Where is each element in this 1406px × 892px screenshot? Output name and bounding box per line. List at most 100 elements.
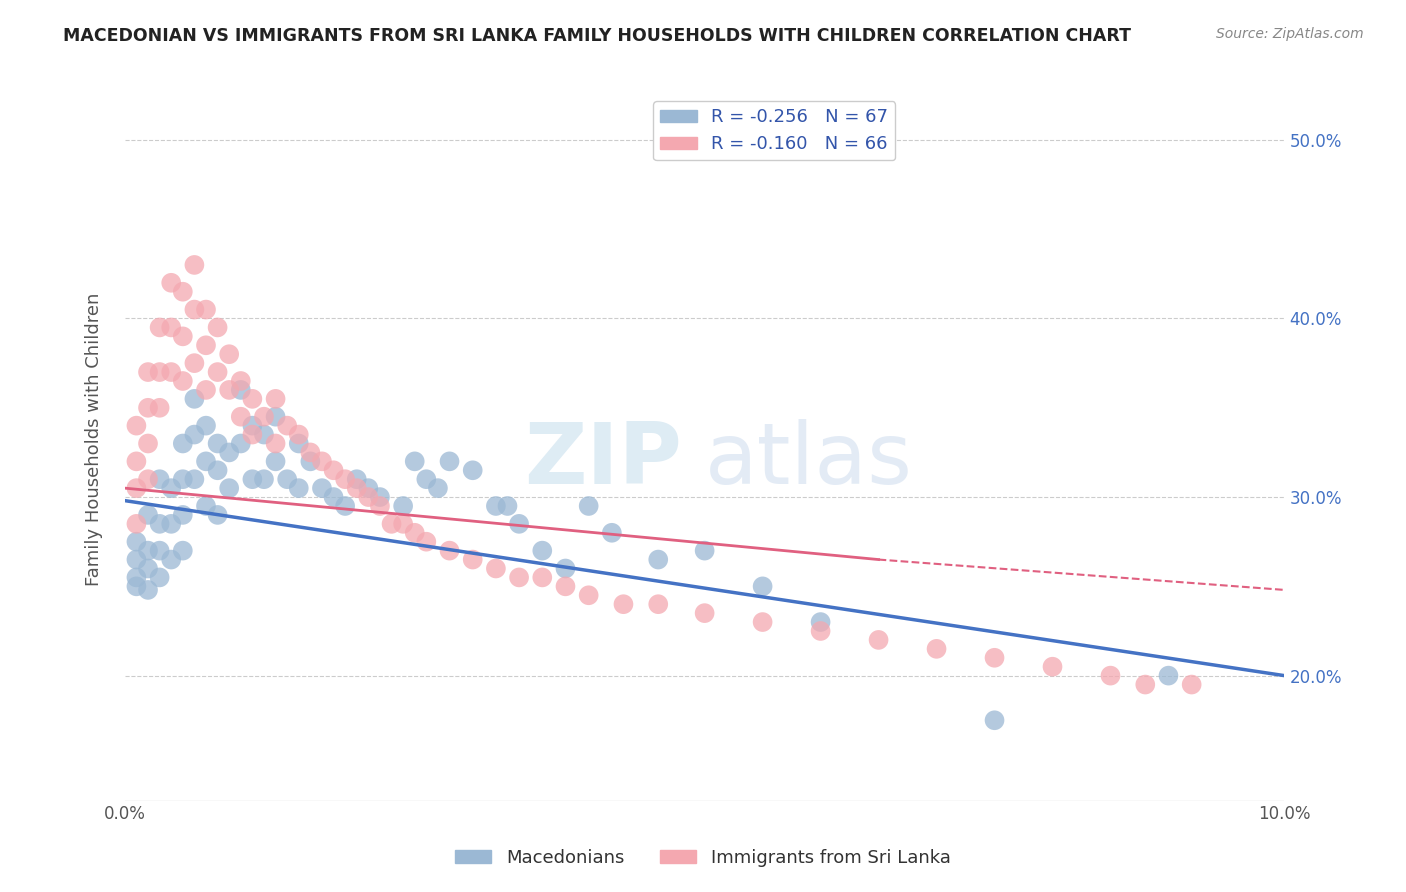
Point: [195, 302, 218, 317]
Point: [136, 365, 159, 379]
Point: [264, 454, 287, 468]
Point: [415, 534, 437, 549]
Point: [207, 320, 229, 334]
Point: [311, 454, 333, 468]
Point: [172, 285, 194, 299]
Point: [125, 579, 148, 593]
Point: [810, 615, 832, 629]
Point: [751, 579, 773, 593]
Point: [229, 436, 252, 450]
Point: [925, 641, 948, 656]
Point: [207, 463, 229, 477]
Point: [183, 472, 205, 486]
Point: [172, 329, 194, 343]
Point: [218, 383, 240, 397]
Point: [554, 579, 576, 593]
Point: [229, 409, 252, 424]
Point: [531, 543, 554, 558]
Point: [229, 374, 252, 388]
Point: [195, 499, 218, 513]
Point: [333, 472, 356, 486]
Point: [287, 436, 309, 450]
Point: [136, 436, 159, 450]
Point: [195, 418, 218, 433]
Point: [125, 454, 148, 468]
Point: [242, 427, 264, 442]
Point: [554, 561, 576, 575]
Point: [172, 472, 194, 486]
Point: [136, 543, 159, 558]
Point: [1042, 659, 1064, 673]
Point: [647, 597, 669, 611]
Point: [1135, 677, 1157, 691]
Point: [333, 499, 356, 513]
Point: [751, 615, 773, 629]
Point: [195, 338, 218, 352]
Point: [983, 650, 1005, 665]
Point: [346, 481, 368, 495]
Text: atlas: atlas: [704, 419, 912, 502]
Point: [125, 552, 148, 566]
Point: [264, 436, 287, 450]
Point: [136, 401, 159, 415]
Point: [508, 516, 530, 531]
Point: [346, 472, 368, 486]
Point: [496, 499, 519, 513]
Point: [1181, 677, 1204, 691]
Point: [125, 534, 148, 549]
Point: [172, 374, 194, 388]
Legend: Macedonians, Immigrants from Sri Lanka: Macedonians, Immigrants from Sri Lanka: [449, 842, 957, 874]
Point: [149, 570, 172, 584]
Point: [172, 508, 194, 522]
Point: [242, 472, 264, 486]
Point: [810, 624, 832, 638]
Point: [404, 454, 426, 468]
Point: [136, 561, 159, 575]
Text: Source: ZipAtlas.com: Source: ZipAtlas.com: [1216, 27, 1364, 41]
Point: [264, 392, 287, 406]
Point: [578, 588, 600, 602]
Point: [264, 409, 287, 424]
Point: [183, 427, 205, 442]
Point: [1099, 668, 1122, 682]
Point: [612, 597, 634, 611]
Point: [380, 516, 402, 531]
Point: [149, 320, 172, 334]
Point: [600, 525, 623, 540]
Point: [531, 570, 554, 584]
Point: [368, 490, 391, 504]
Point: [160, 320, 183, 334]
Point: [357, 490, 380, 504]
Point: [125, 570, 148, 584]
Point: [276, 472, 298, 486]
Point: [242, 418, 264, 433]
Point: [415, 472, 437, 486]
Point: [149, 543, 172, 558]
Point: [426, 481, 449, 495]
Point: [207, 508, 229, 522]
Point: [160, 552, 183, 566]
Point: [322, 490, 344, 504]
Point: [357, 481, 380, 495]
Point: [322, 463, 344, 477]
Point: [172, 436, 194, 450]
Point: [276, 418, 298, 433]
Point: [183, 302, 205, 317]
Point: [160, 365, 183, 379]
Text: ZIP: ZIP: [523, 419, 682, 502]
Point: [136, 472, 159, 486]
Point: [983, 713, 1005, 727]
Text: MACEDONIAN VS IMMIGRANTS FROM SRI LANKA FAMILY HOUSEHOLDS WITH CHILDREN CORRELAT: MACEDONIAN VS IMMIGRANTS FROM SRI LANKA …: [63, 27, 1132, 45]
Point: [287, 481, 309, 495]
Point: [647, 552, 669, 566]
Point: [1157, 668, 1180, 682]
Point: [508, 570, 530, 584]
Point: [868, 632, 890, 647]
Point: [149, 516, 172, 531]
Point: [578, 499, 600, 513]
Point: [253, 472, 276, 486]
Point: [253, 409, 276, 424]
Point: [149, 365, 172, 379]
Point: [299, 445, 322, 459]
Point: [195, 454, 218, 468]
